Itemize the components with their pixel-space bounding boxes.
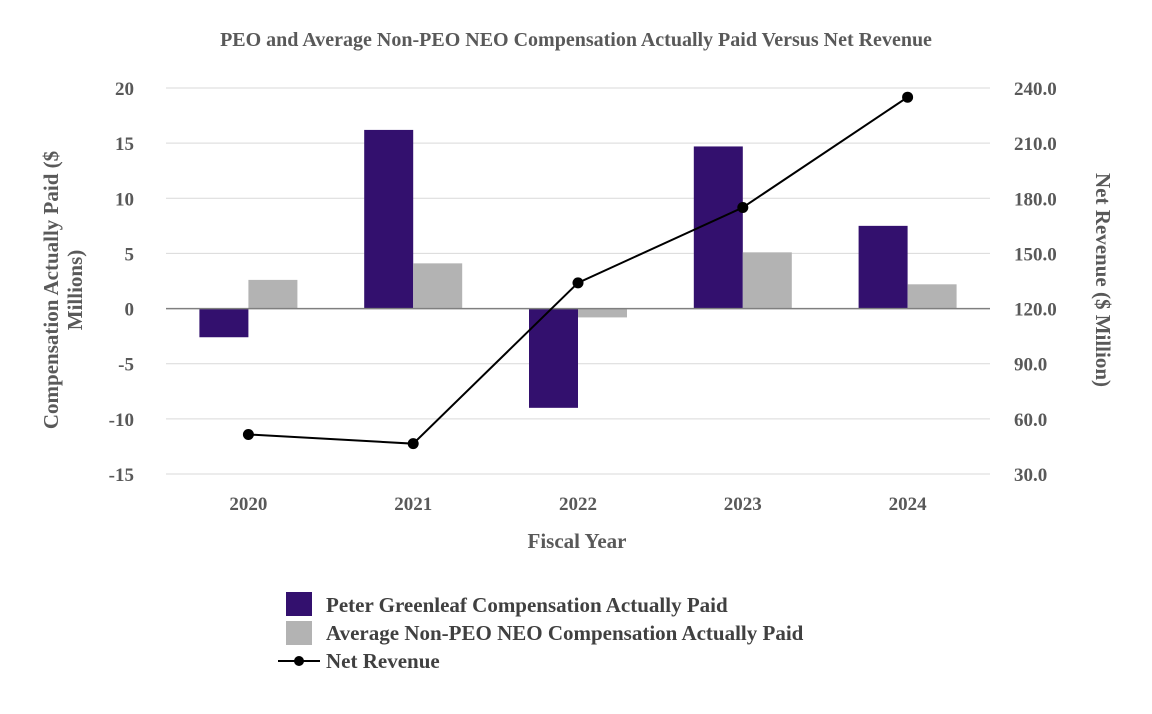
net-revenue-point-2020: [242, 428, 254, 440]
x-tick-label: 2021: [394, 494, 432, 515]
y2-axis-label: Net Revenue ($ Million): [1091, 173, 1115, 387]
bar-non-peo-2022: [578, 308, 627, 318]
net-revenue-point-2021: [407, 438, 419, 450]
net-revenue-line: [242, 91, 914, 450]
legend-swatch-peo: [286, 592, 312, 616]
x-axis-ticks: 2020 2021 2022 2023 2024: [229, 494, 927, 515]
bars: [199, 129, 957, 408]
legend-marker-net-revenue: [294, 656, 304, 666]
y2-tick-label: 90.0: [1014, 355, 1047, 376]
y-axis-label-line-1: Compensation Actually Paid ($: [39, 151, 63, 429]
chart-title: PEO and Average Non-PEO NEO Compensation…: [220, 29, 932, 51]
y-tick-label: -5: [118, 355, 134, 376]
x-tick-label: 2020: [229, 494, 267, 515]
left-axis-ticks: 20 15 10 5 0 -5 -10 -15: [109, 79, 134, 486]
bar-peo-2021: [364, 129, 414, 309]
bar-non-peo-2024: [907, 284, 957, 309]
y-tick-label: 20: [115, 79, 134, 100]
y2-tick-label: 120.0: [1014, 300, 1057, 321]
bar-peo-2024: [858, 225, 908, 309]
y2-axis-label-group: Net Revenue ($ Million): [1091, 173, 1115, 387]
y-tick-label: 5: [125, 244, 135, 265]
y-axis-label: Compensation Actually Paid ($ Millions): [39, 151, 87, 429]
y2-tick-label: 210.0: [1014, 134, 1057, 155]
x-tick-label: 2022: [559, 494, 597, 515]
bar-peo-2023: [693, 146, 743, 309]
y2-tick-label: 150.0: [1014, 244, 1057, 265]
bar-non-peo-2023: [742, 252, 792, 309]
y-axis-label-line-2: Millions): [63, 250, 87, 331]
legend: Peter Greenleaf Compensation Actually Pa…: [278, 592, 804, 673]
y-tick-label: 0: [125, 300, 135, 321]
y2-tick-label: 180.0: [1014, 189, 1057, 210]
y2-tick-label: 60.0: [1014, 410, 1047, 431]
bar-peo-2022: [529, 308, 578, 408]
legend-label-peo: Peter Greenleaf Compensation Actually Pa…: [326, 593, 728, 617]
x-axis-label: Fiscal Year: [528, 529, 627, 553]
y2-tick-label: 240.0: [1014, 79, 1057, 100]
y-tick-label: 15: [115, 134, 134, 155]
y-tick-label: -15: [109, 465, 134, 486]
legend-label-net-revenue: Net Revenue: [326, 649, 440, 673]
net-revenue-point-2022: [572, 277, 584, 289]
bar-non-peo-2021: [413, 263, 463, 309]
y-tick-label: -10: [109, 410, 134, 431]
legend-swatch-non-peo: [286, 621, 312, 645]
net-revenue-point-2023: [737, 201, 749, 213]
bar-peo-2020: [199, 308, 249, 338]
x-tick-label: 2023: [724, 494, 762, 515]
y-tick-label: 10: [115, 189, 134, 210]
y2-tick-label: 30.0: [1014, 465, 1047, 486]
bar-non-peo-2020: [248, 279, 298, 309]
net-revenue-point-2024: [902, 91, 914, 103]
right-axis-ticks: 240.0 210.0 180.0 150.0 120.0 90.0 60.0 30.0: [1014, 79, 1057, 486]
legend-label-non-peo: Average Non-PEO NEO Compensation Actuall…: [326, 621, 804, 645]
x-tick-label: 2024: [889, 494, 928, 515]
